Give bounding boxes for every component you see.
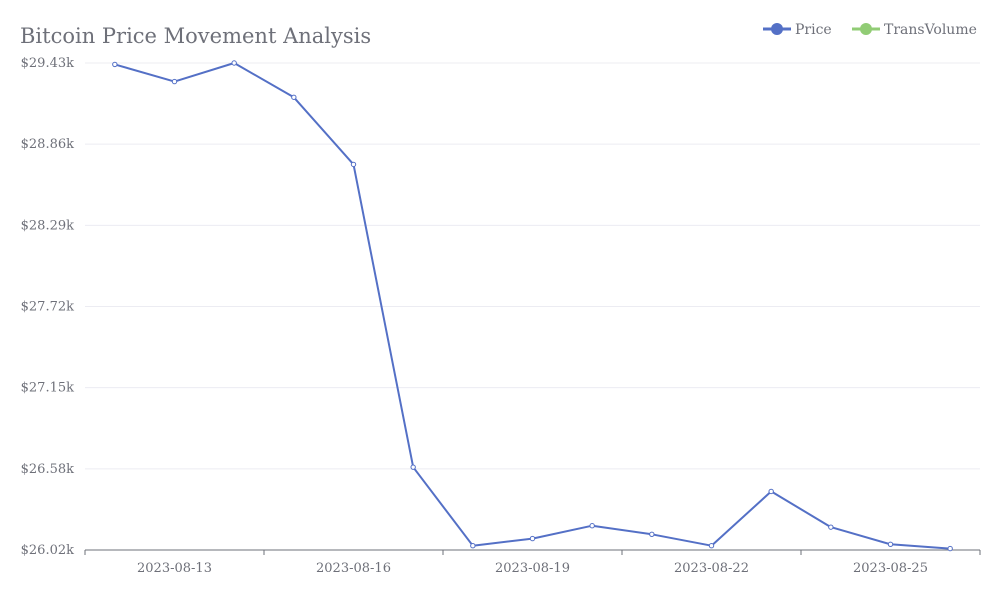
data-point [410, 464, 416, 470]
legend-swatch-dot [860, 23, 872, 35]
x-tick-label: 2023-08-19 [495, 561, 570, 576]
legend-label: Price [795, 22, 832, 38]
data-point [291, 94, 297, 100]
x-tick-label: 2023-08-25 [853, 561, 928, 576]
legend-item-price: Price [763, 22, 832, 38]
data-point [350, 161, 357, 168]
gridlines [85, 62, 980, 470]
data-point [947, 545, 953, 552]
y-tick-label: $26.58k [21, 462, 74, 477]
y-tick-label: $28.86k [21, 137, 74, 152]
data-point [828, 524, 834, 530]
y-axis: $26.02k $26.58k $27.15k $27.72k $28.29k $28.8… [21, 56, 74, 558]
y-tick-label: $29.43k [21, 56, 74, 71]
x-axis: 2023-08-13 2023-08-16 2023-08-19 2023-08-22… [84, 549, 981, 576]
legend-label: TransVolume [884, 22, 977, 38]
legend: Price TransVolume [763, 22, 977, 38]
data-point [887, 541, 894, 547]
data-point [589, 523, 595, 529]
series-line-price [114, 62, 951, 550]
data-point [649, 531, 655, 537]
series-group [112, 60, 953, 552]
legend-swatch-dot [771, 23, 783, 35]
data-point [768, 488, 774, 495]
y-tick-label: $27.72k [21, 300, 74, 315]
data-point [529, 535, 536, 542]
data-point [470, 543, 476, 549]
y-tick-label: $26.02k [21, 543, 74, 558]
x-tick-label: 2023-08-22 [674, 561, 749, 576]
data-point [171, 78, 178, 85]
data-point [112, 61, 118, 68]
chart-title: Bitcoin Price Movement Analysis [20, 24, 371, 48]
y-tick-label: $28.29k [21, 218, 74, 233]
data-point [708, 543, 715, 549]
y-tick-label: $27.15k [21, 381, 74, 396]
x-tick-label: 2023-08-16 [316, 561, 391, 576]
data-point [231, 60, 237, 66]
x-tick-label: 2023-08-13 [137, 561, 212, 576]
legend-item-transvolume: TransVolume [852, 22, 977, 38]
